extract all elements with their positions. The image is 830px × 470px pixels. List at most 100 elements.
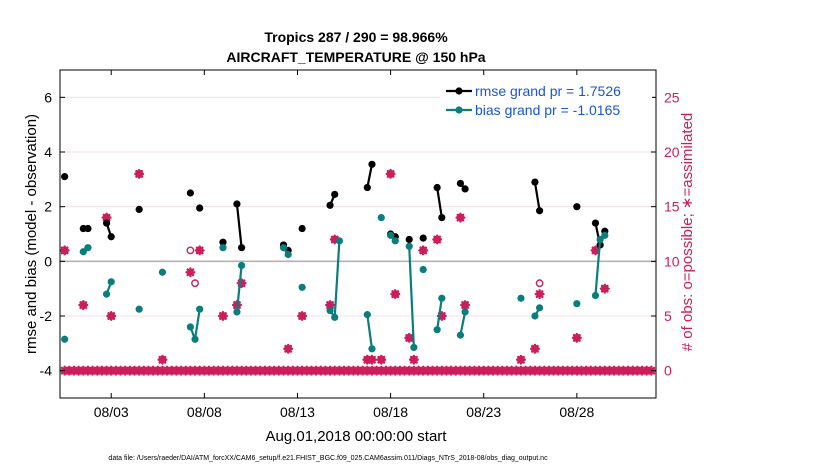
rmse-point-27 bbox=[535, 207, 544, 215]
x-tick-label-2: 08/13 bbox=[280, 404, 315, 420]
obs-assimilated-marker-16-stroke-3 bbox=[368, 355, 376, 364]
obs-possible-marker-8 bbox=[191, 279, 199, 288]
y-tick-label-0: -4 bbox=[40, 363, 53, 379]
rmse-segment-1 bbox=[235, 203, 243, 248]
obs-assimilated-marker-17-stroke-3 bbox=[377, 355, 386, 364]
obs-assimilated-marker-4-stroke-3 bbox=[135, 169, 144, 178]
chart-title: Tropics 287 / 290 = 98.966% bbox=[264, 29, 448, 45]
bias-point-17 bbox=[331, 313, 339, 321]
obs-assimilated-marker-22-stroke-3 bbox=[419, 246, 428, 255]
bias-point-33 bbox=[535, 304, 544, 312]
obs-assimilated-marker-17 bbox=[376, 354, 387, 365]
obs-assimilated-marker-20 bbox=[404, 332, 415, 343]
rmse-point-10 bbox=[237, 244, 246, 252]
x-tick-label-5: 08/28 bbox=[559, 404, 594, 420]
bias-point-13 bbox=[279, 244, 288, 252]
chart-subtitle: AIRCRAFT_TEMPERATURE @ 150 hPa bbox=[226, 49, 485, 65]
obs-assimilated-marker-16 bbox=[366, 354, 377, 365]
obs-assimilated-marker-21 bbox=[408, 354, 419, 365]
obs-assimilated-marker-28 bbox=[529, 343, 540, 354]
x-tick-label-0: 08/03 bbox=[94, 404, 129, 420]
bias-point-4 bbox=[107, 278, 115, 286]
obs-assimilated-marker-27-stroke-3 bbox=[517, 355, 525, 364]
y2-tick-label-1: 5 bbox=[664, 308, 672, 324]
obs-assimilated-marker-0-stroke-3 bbox=[60, 246, 69, 255]
bias-point-2 bbox=[84, 244, 92, 252]
obs-assimilated-marker-19-stroke-3 bbox=[391, 290, 400, 299]
obs-assimilated-marker-19 bbox=[390, 289, 401, 300]
bias-point-25 bbox=[410, 343, 418, 352]
y2-tick-label-4: 20 bbox=[664, 144, 680, 160]
obs-assimilated-marker-11 bbox=[283, 343, 294, 354]
rmse-segment-8 bbox=[533, 181, 541, 211]
obs-assimilated-marker-5-stroke-3 bbox=[158, 355, 167, 364]
obs-assimilated-marker-8-stroke-3 bbox=[219, 312, 227, 320]
plot-frame bbox=[59, 69, 657, 399]
y2-tick-label-0: 0 bbox=[664, 363, 672, 379]
obs-assimilated-marker-26-stroke-3 bbox=[461, 301, 470, 310]
obs-assimilated-marker-18-stroke-3 bbox=[386, 169, 395, 178]
obs-assimilated-marker-7-stroke-3 bbox=[195, 246, 204, 255]
bias-point-34 bbox=[573, 300, 581, 308]
obs-assimilated-marker-21-stroke-3 bbox=[409, 355, 418, 364]
legend-box bbox=[440, 80, 652, 122]
bias-point-23 bbox=[391, 237, 399, 245]
obs-assimilated-marker-26 bbox=[460, 300, 471, 311]
bias-point-36 bbox=[596, 235, 604, 244]
x-tick-label-4: 08/23 bbox=[466, 404, 501, 420]
obs-assimilated-marker-29 bbox=[534, 289, 545, 300]
bias-point-7 bbox=[186, 323, 194, 331]
rmse-point-8 bbox=[219, 238, 227, 246]
obs-assimilated-marker-4 bbox=[134, 168, 145, 179]
rmse-point-26 bbox=[531, 178, 539, 186]
rmse-point-25 bbox=[461, 185, 469, 193]
plot-area bbox=[60, 70, 656, 398]
x-ticks: 08/03 08/08 08/13 08/18 08/23 08/28 bbox=[94, 70, 595, 420]
obs-assimilated-marker-13-stroke-3 bbox=[326, 301, 334, 310]
bias-point-0 bbox=[61, 335, 69, 343]
rmse-point-16 bbox=[363, 183, 371, 192]
obs-assimilated-marker-32 bbox=[599, 283, 610, 294]
bias-point-24 bbox=[405, 242, 413, 250]
y-tick-label-4: 4 bbox=[44, 144, 52, 160]
zero-count-markers bbox=[59, 365, 657, 376]
y2-tick-label-5: 25 bbox=[664, 89, 680, 105]
bias-point-28 bbox=[438, 294, 446, 302]
rmse-point-5 bbox=[135, 205, 143, 213]
data-file-footnote: data file: /Users/raeder/DAI/ATM_forcXX/… bbox=[108, 455, 548, 462]
rmse-point-4 bbox=[107, 233, 115, 241]
obs-assimilated-marker-31-stroke-3 bbox=[591, 246, 600, 255]
obs-assimilated-marker-30 bbox=[571, 332, 582, 343]
obs-possible-marker-7 bbox=[186, 246, 195, 255]
bias-point-19 bbox=[363, 311, 371, 319]
y-tick-label-1: -2 bbox=[40, 308, 53, 324]
obs-assimilated-marker-23 bbox=[432, 234, 443, 245]
obs-assimilated-marker-20-stroke-3 bbox=[405, 333, 414, 342]
obs-assimilated-marker-27 bbox=[515, 354, 526, 365]
x-tick-label-1: 08/08 bbox=[187, 404, 222, 420]
obs-assimilated-marker-0 bbox=[59, 245, 70, 256]
rmse-point-7 bbox=[196, 204, 204, 212]
legend-rmse-label: rmse grand pr = 1.7526 bbox=[475, 83, 621, 99]
bias-point-31 bbox=[517, 294, 525, 302]
obs-assimilated-marker-29-stroke-3 bbox=[535, 290, 544, 299]
obs-assimilated-marker-12-stroke-3 bbox=[298, 312, 307, 320]
rmse-point-13 bbox=[298, 224, 306, 233]
rmse-point-29 bbox=[591, 219, 600, 227]
bias-point-15 bbox=[298, 283, 306, 291]
rmse-point-20 bbox=[405, 235, 413, 244]
bias-point-37 bbox=[601, 231, 609, 239]
rmse-point-22 bbox=[433, 183, 441, 192]
bias-point-11 bbox=[233, 308, 241, 316]
y-axis-label: rmse and bias (model - observation) bbox=[23, 114, 40, 354]
rmse-point-28 bbox=[573, 203, 581, 211]
obs-possible-marker-6 bbox=[172, 366, 181, 375]
bias-point-18 bbox=[335, 237, 343, 245]
y-tick-label-2: 0 bbox=[44, 253, 52, 269]
rmse-point-0 bbox=[61, 173, 69, 181]
y2-axis-label: # of obs: o=possible; ∗=assimilated bbox=[679, 113, 696, 352]
obs-assimilated-marker-8 bbox=[217, 311, 228, 321]
obs-assimilated-marker-7 bbox=[194, 245, 205, 256]
legend-bias-label: bias grand pr = -1.0165 bbox=[475, 102, 620, 118]
